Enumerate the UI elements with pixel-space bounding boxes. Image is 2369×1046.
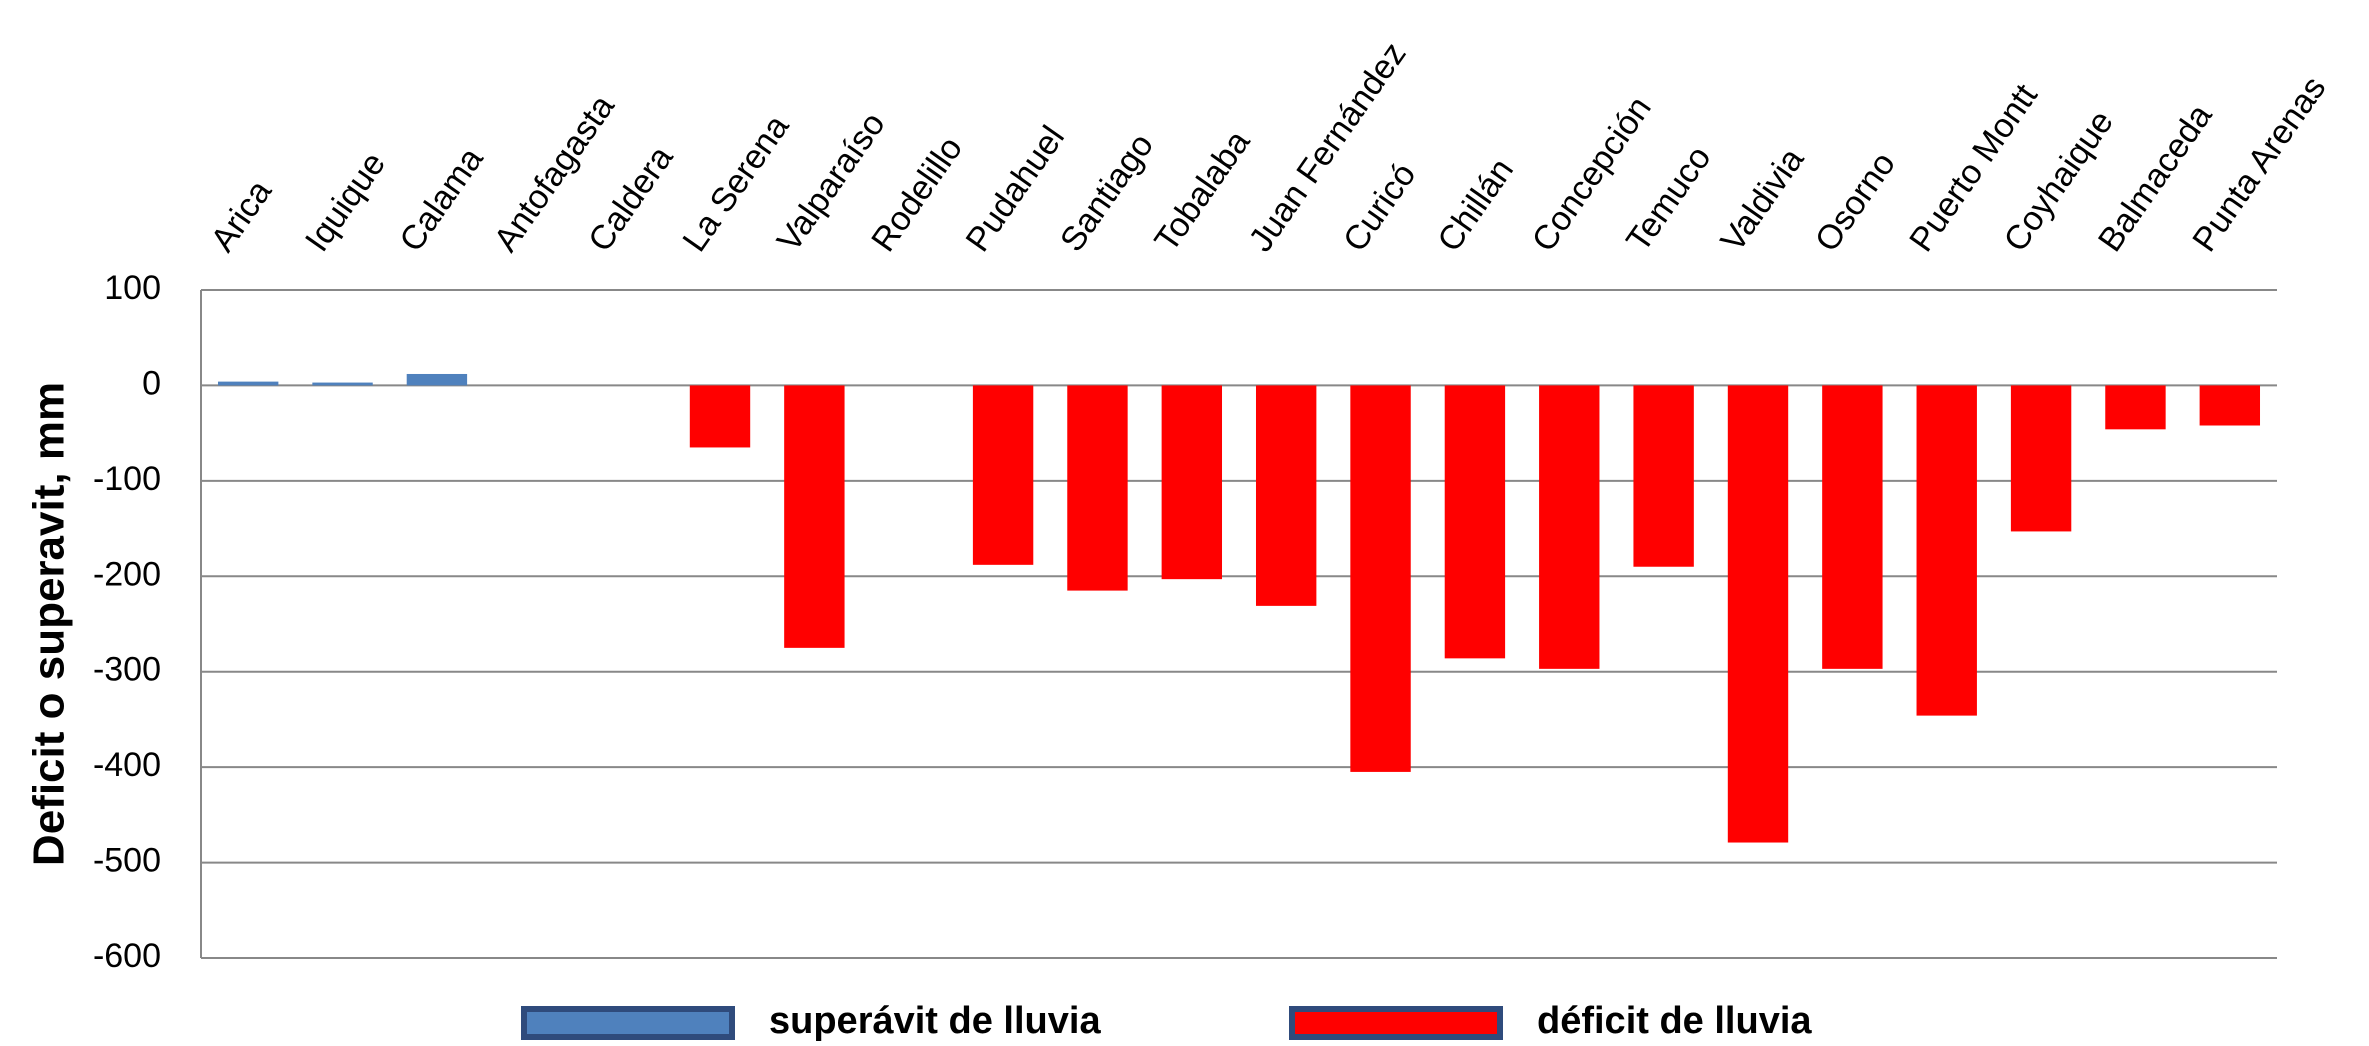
bar [312, 382, 373, 386]
x-tick-label: Iquique [298, 145, 393, 258]
bar [972, 385, 1034, 565]
bar [1539, 385, 1600, 669]
x-tick-label: Osorno [1808, 145, 1903, 258]
x-tick-label: Calama [392, 141, 490, 259]
x-tick-label: Valdivia [1713, 141, 1811, 258]
x-tick-label: Arica [204, 173, 280, 258]
x-tick-label: Caldera [581, 139, 680, 258]
bar [1350, 385, 1411, 772]
bar [2105, 385, 2166, 430]
bar [406, 373, 468, 386]
bar [1161, 385, 1223, 580]
bar [217, 381, 279, 386]
bar [1255, 385, 1317, 606]
y-tick-label: -400 [93, 746, 161, 784]
y-axis-title: Deficit o superavit, mm [25, 382, 74, 866]
y-tick-label: -500 [93, 842, 161, 880]
bar [1067, 385, 1128, 591]
y-tick-label: 100 [104, 269, 161, 307]
x-tick-label: Punta Arenas [2185, 70, 2333, 259]
bar [1727, 385, 1789, 843]
x-tick-label: Tobalaba [1147, 124, 1257, 259]
legend-label: déficit de lluvia [1537, 1000, 1812, 1042]
bar [1444, 385, 1506, 659]
bar [2010, 385, 2072, 532]
y-tick-label: -200 [93, 555, 161, 593]
bar [2199, 385, 2261, 426]
x-tick-label: Santiago [1053, 127, 1161, 259]
y-tick-label: -100 [93, 460, 161, 498]
y-tick-label: -300 [93, 651, 161, 689]
bar [784, 385, 845, 648]
legend-swatch [1289, 1006, 1503, 1040]
bar [1822, 385, 1883, 669]
x-tick-label: Chillán [1430, 152, 1521, 259]
bar [689, 385, 751, 448]
y-tick-label: -600 [93, 937, 161, 975]
legend-swatch [521, 1006, 735, 1040]
x-tick-label: Rodelillo [864, 130, 970, 259]
y-tick-label: 0 [142, 364, 161, 402]
bar [1633, 385, 1694, 567]
x-tick-label: Curicó [1336, 156, 1423, 258]
legend-label: superávit de lluvia [769, 1000, 1101, 1042]
x-tick-label: Temuco [1619, 139, 1718, 258]
bar [1916, 385, 1977, 716]
